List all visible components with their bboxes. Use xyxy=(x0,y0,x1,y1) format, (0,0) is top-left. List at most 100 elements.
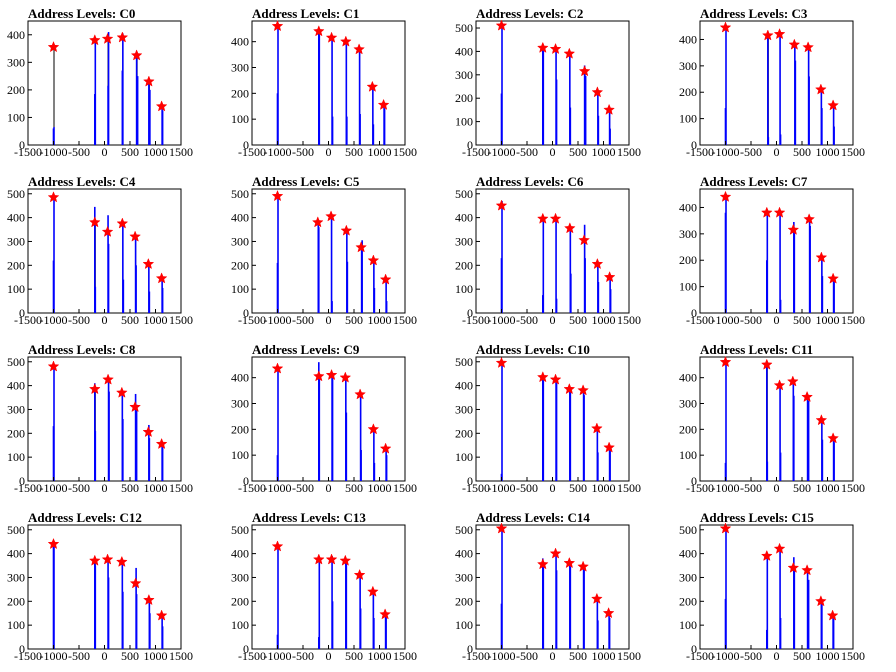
peak-marker-star xyxy=(101,32,114,44)
peak-marker-star xyxy=(786,375,799,387)
chart-svg: 0 100 200 300 400 500 -1500-1000 -500 0 500 1000 15… xyxy=(231,187,417,327)
x-tick-label: 1500 xyxy=(841,481,865,495)
peak-marker-star xyxy=(773,542,786,554)
histogram-panel: Address Levels: C5 0 100 200 300 400 500 -1500-… xyxy=(224,168,448,336)
peak-marker-star xyxy=(761,29,774,41)
peak-marker-star xyxy=(760,549,773,561)
y-tick-label: 400 xyxy=(679,32,697,46)
y-tick-label: 200 xyxy=(455,426,473,440)
peak-marker-star xyxy=(577,384,589,396)
peak-marker-star xyxy=(142,75,155,87)
peak-marker-star xyxy=(102,373,114,385)
y-tick-label: 0 xyxy=(19,306,25,320)
x-tick-label: -1500 xyxy=(14,145,42,159)
plot-frame xyxy=(475,356,630,482)
x-tick-label: 1500 xyxy=(169,145,193,159)
peak-marker-star xyxy=(803,213,816,225)
plot-frame xyxy=(699,356,854,482)
peak-marker-star xyxy=(549,212,562,224)
y-tick-label: 400 xyxy=(7,547,25,561)
chart-title: Address Levels: C3 xyxy=(700,6,808,21)
x-tick-label: -500 xyxy=(516,649,538,663)
peak-marker-star xyxy=(142,425,155,438)
peak-marker-star xyxy=(325,210,337,222)
peak-marker-star xyxy=(353,43,365,55)
y-tick-label: 0 xyxy=(691,306,697,320)
chart-svg: 0 100 200 300 400 -1500-1000 -500 0 500 1000 1500 xyxy=(231,19,417,159)
chart-title: Address Levels: C8 xyxy=(28,342,136,357)
peak-marker-star xyxy=(495,356,508,368)
peak-marker-star xyxy=(719,522,732,534)
y-tick-label: 0 xyxy=(19,138,25,152)
peak-marker-star xyxy=(271,362,284,374)
plot-frame xyxy=(251,188,406,314)
y-tick-label: 0 xyxy=(691,474,697,488)
y-tick-label: 0 xyxy=(243,474,249,488)
peak-marker-star xyxy=(578,234,590,246)
x-tick-label: 0 xyxy=(102,649,108,663)
x-tick-label: -1000 xyxy=(488,145,516,159)
chart-svg: 0 100 200 300 400 500 -1500-1000 -500 0 500 1000 15… xyxy=(455,522,641,663)
plot-frame xyxy=(27,20,182,146)
peak-marker-star xyxy=(47,41,60,53)
x-tick-label: 1500 xyxy=(617,481,641,495)
x-tick-label: 500 xyxy=(569,313,587,327)
peak-marker-star xyxy=(827,99,839,111)
x-tick-label: 1500 xyxy=(617,649,641,663)
x-tick-label: 1000 xyxy=(368,313,392,327)
y-tick-label: 100 xyxy=(679,280,697,294)
y-tick-label: 300 xyxy=(231,61,249,75)
x-tick-label: 1500 xyxy=(169,481,193,495)
y-tick-label: 200 xyxy=(7,83,25,97)
peak-marker-star xyxy=(88,554,101,566)
peak-marker-star xyxy=(773,206,786,218)
x-tick-label: -1000 xyxy=(40,649,68,663)
peak-marker-star xyxy=(355,241,368,253)
peak-marker-star xyxy=(590,422,603,434)
y-tick-label: 100 xyxy=(231,618,249,632)
peak-marker-star xyxy=(603,441,615,453)
peak-marker-star xyxy=(827,272,839,284)
peak-marker-star xyxy=(788,38,801,50)
x-tick-label: 1000 xyxy=(144,481,168,495)
peak-marker-star xyxy=(142,257,155,270)
peak-marker-star xyxy=(591,257,604,270)
chart-svg: 0 100 200 300 400 -1500-1000 -500 0 500 1000 1500 xyxy=(679,20,865,159)
x-tick-label: -1500 xyxy=(462,313,490,327)
plot-frame xyxy=(699,20,854,146)
y-tick-label: 200 xyxy=(455,91,473,105)
x-tick-label: 1000 xyxy=(592,649,616,663)
peak-marker-star xyxy=(379,442,392,454)
chart-svg: 0 100 200 300 400 500 -1500-1000 -500 0 500 1000 15… xyxy=(7,355,193,495)
chart-title: Address Levels: C7 xyxy=(700,174,808,189)
peak-marker-star xyxy=(155,272,168,284)
y-tick-label: 400 xyxy=(231,211,249,225)
peak-marker-star xyxy=(47,537,60,550)
y-tick-label: 500 xyxy=(455,21,473,35)
y-tick-label: 0 xyxy=(19,474,25,488)
peak-marker-star xyxy=(339,554,352,566)
chart-svg: 0 100 200 300 400 500 -1500-1000 -500 0 500 1000 15… xyxy=(231,523,417,663)
x-tick-label: 1000 xyxy=(592,313,616,327)
peak-marker-star xyxy=(602,607,615,619)
x-tick-label: 500 xyxy=(345,313,363,327)
x-tick-label: 0 xyxy=(102,481,108,495)
y-tick-label: 200 xyxy=(231,422,249,436)
chart-svg: 0 100 200 300 400 -1500-1000 -500 0 500 1000 1500 xyxy=(679,188,865,327)
y-tick-label: 400 xyxy=(679,547,697,561)
x-tick-label: -1500 xyxy=(14,313,42,327)
peak-marker-star xyxy=(312,370,325,382)
x-tick-label: -1500 xyxy=(14,649,42,663)
histogram-panel: Address Levels: C9 0 100 200 300 400 -1500 -100… xyxy=(224,336,448,504)
x-tick-label: 1000 xyxy=(816,649,840,663)
y-tick-label: 0 xyxy=(467,306,473,320)
histogram-panel: Address Levels: C3 0 100 200 300 400 -1500 -100… xyxy=(672,0,896,168)
histogram-panel: Address Levels: C1 0 100 200 300 400 -1500 -100… xyxy=(224,0,448,168)
plot-frame xyxy=(475,20,630,146)
peak-marker-star xyxy=(271,540,284,552)
peak-marker-star xyxy=(495,199,508,211)
x-tick-label: 1000 xyxy=(144,313,168,327)
peak-marker-star xyxy=(802,41,814,53)
chart-title: Address Levels: C10 xyxy=(476,342,590,357)
peak-marker-star xyxy=(353,568,366,581)
